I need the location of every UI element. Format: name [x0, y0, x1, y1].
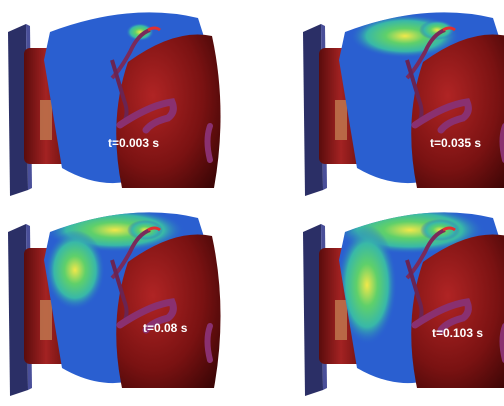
time-label: t=0.08 s	[143, 321, 188, 335]
figure: t=0.003 s t=0.035 s t=0.08 s t=0.103 s	[0, 0, 504, 406]
time-label: t=0.103 s	[432, 326, 483, 340]
panel: t=0.103 s	[303, 206, 504, 396]
time-label: t=0.003 s	[108, 136, 159, 150]
page: {"panels": [{"label": "t=0.003 s"}, {"la…	[0, 0, 504, 406]
panel: t=0.003 s	[8, 12, 221, 196]
panel: t=0.08 s	[8, 208, 221, 396]
panel: t=0.035 s	[303, 12, 504, 196]
time-label: t=0.035 s	[430, 136, 481, 150]
